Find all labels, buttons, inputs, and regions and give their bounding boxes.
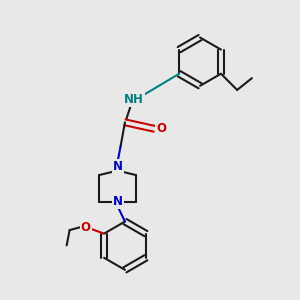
Text: NH: NH <box>124 93 144 106</box>
Text: N: N <box>112 195 123 208</box>
Text: O: O <box>156 122 166 135</box>
Text: N: N <box>112 160 123 173</box>
Text: O: O <box>81 220 91 234</box>
